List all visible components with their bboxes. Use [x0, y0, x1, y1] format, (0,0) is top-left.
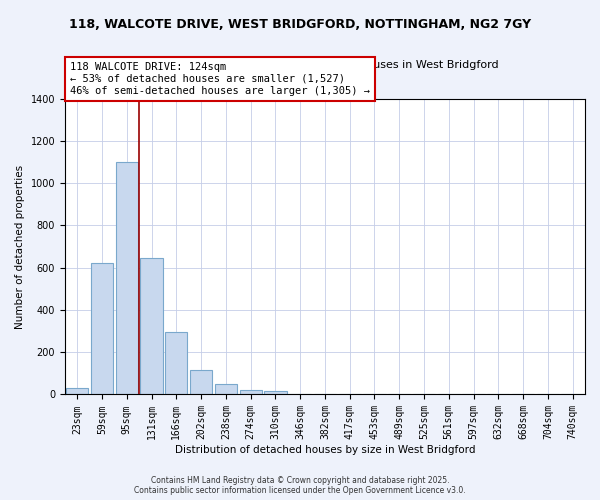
Bar [91, 264, 113, 394]
Text: Contains HM Land Registry data © Crown copyright and database right 2025.
Contai: Contains HM Land Registry data © Crown c… [134, 476, 466, 495]
Y-axis label: Number of detached properties: Number of detached properties [15, 164, 25, 328]
Bar [116, 162, 138, 394]
Bar [239, 390, 262, 394]
X-axis label: Distribution of detached houses by size in West Bridgford: Distribution of detached houses by size … [175, 445, 475, 455]
Bar [215, 384, 237, 394]
Text: 118 WALCOTE DRIVE: 124sqm
← 53% of detached houses are smaller (1,527)
46% of se: 118 WALCOTE DRIVE: 124sqm ← 53% of detac… [70, 62, 370, 96]
Bar [264, 392, 287, 394]
Title: Size of property relative to detached houses in West Bridgford: Size of property relative to detached ho… [151, 60, 499, 70]
Bar [66, 388, 88, 394]
Bar [140, 258, 163, 394]
Text: 118, WALCOTE DRIVE, WEST BRIDGFORD, NOTTINGHAM, NG2 7GY: 118, WALCOTE DRIVE, WEST BRIDGFORD, NOTT… [69, 18, 531, 30]
Bar [165, 332, 187, 394]
Bar [190, 370, 212, 394]
